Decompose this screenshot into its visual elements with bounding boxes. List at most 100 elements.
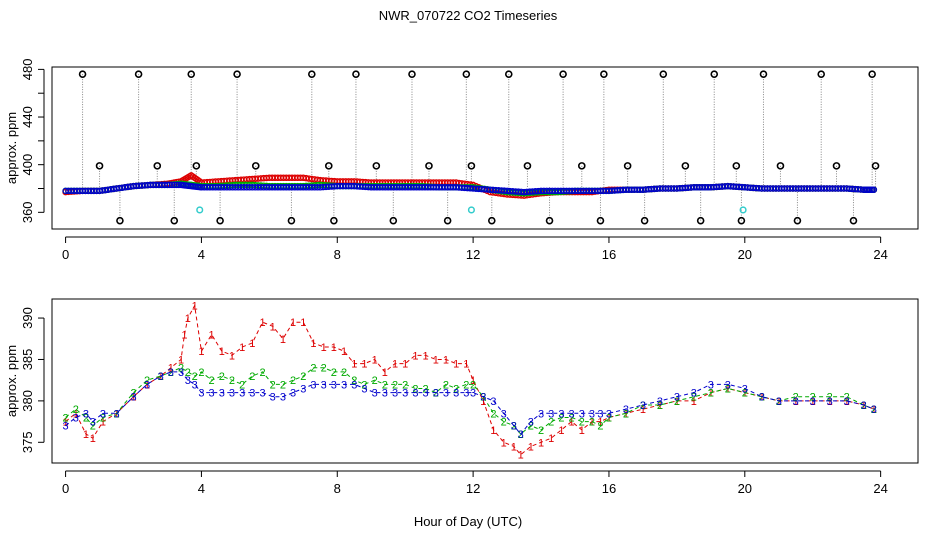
series-marker: 2 <box>290 375 296 387</box>
x-axis-label: Hour of Day (UTC) <box>413 514 523 529</box>
series-marker: 3 <box>130 392 136 404</box>
series-marker: 1 <box>219 346 225 358</box>
x-tick-label: 4 <box>198 247 205 262</box>
series-marker: 3 <box>871 404 877 416</box>
series-marker: 2 <box>300 371 306 383</box>
series-marker: 3 <box>158 371 164 383</box>
spike-point <box>487 216 496 225</box>
series-marker: 3 <box>249 388 255 400</box>
series-marker: 1 <box>742 388 748 400</box>
plot-area <box>62 70 880 225</box>
series-marker: 2 <box>742 388 748 400</box>
spike-point <box>504 70 513 78</box>
series-marker: 1 <box>113 408 119 420</box>
series-marker: 2 <box>63 412 69 424</box>
series-marker: 3 <box>372 388 378 400</box>
series-marker: 1 <box>372 354 378 366</box>
series-marker: 1 <box>158 371 164 383</box>
series-marker: 2 <box>640 400 646 412</box>
chart-title: NWR_070722 CO2 Timeseries <box>378 8 558 23</box>
series-marker: 2 <box>558 412 564 424</box>
series-marker: 3 <box>219 388 225 400</box>
spike-point <box>467 162 476 170</box>
series-marker: 3 <box>300 383 306 395</box>
series-marker: 1 <box>691 396 697 408</box>
data-point <box>870 186 878 193</box>
series-marker: 3 <box>402 388 408 400</box>
series-marker: 2 <box>871 404 877 416</box>
series-marker: 2 <box>569 412 575 424</box>
series-marker: 3 <box>168 367 174 379</box>
series-marker: 2 <box>725 383 731 395</box>
spike-point <box>408 70 416 78</box>
series-marker: 1 <box>178 354 184 366</box>
series-marker: 3 <box>490 396 496 408</box>
y-tick-label: 480 <box>20 59 35 81</box>
series-marker: 3 <box>229 388 235 400</box>
series-marker: 2 <box>480 392 486 404</box>
series-marker: 3 <box>589 408 595 420</box>
series-marker: 1 <box>810 396 816 408</box>
series-marker: 1 <box>501 437 507 449</box>
data-point <box>857 186 865 193</box>
series-marker: 3 <box>185 375 191 387</box>
series-marker: 2 <box>708 388 714 400</box>
series-marker: 2 <box>412 383 418 395</box>
series-marker: 1 <box>640 404 646 416</box>
x-tick-label: 24 <box>873 481 887 496</box>
series-marker: 2 <box>198 367 204 379</box>
series-marker: 2 <box>372 375 378 387</box>
series-marker: 3 <box>569 408 575 420</box>
spike-point <box>596 216 605 225</box>
series-marker: 3 <box>606 408 612 420</box>
series-marker: 3 <box>538 408 544 420</box>
data-point <box>168 181 176 189</box>
series-marker: 2 <box>691 392 697 404</box>
spike-point <box>817 70 826 78</box>
series-marker: 1 <box>657 400 663 412</box>
series-marker: 1 <box>181 330 187 342</box>
plot-frame <box>51 298 919 464</box>
series-marker: 1 <box>759 392 765 404</box>
x-tick-label: 12 <box>466 481 480 496</box>
series-marker: 1 <box>168 363 174 375</box>
series-marker: 3 <box>597 408 603 420</box>
series-marker: 1 <box>453 359 459 371</box>
spike-point <box>759 70 768 78</box>
series-marker: 3 <box>178 367 184 379</box>
series-marker: 1 <box>518 450 524 462</box>
x-tick-label: 0 <box>62 247 69 262</box>
series-marker: 1 <box>708 388 714 400</box>
spike-point <box>737 216 746 225</box>
series-marker: 3 <box>63 421 69 433</box>
series-marker: 3 <box>270 392 276 404</box>
series-line <box>65 304 875 456</box>
series-marker: 1 <box>185 313 191 325</box>
series-line <box>65 371 875 435</box>
series-marker: 1 <box>310 338 316 350</box>
y-tick-label: 385 <box>20 349 35 371</box>
spike-point <box>187 70 196 78</box>
series-marker: 1 <box>361 359 367 371</box>
series-marker: 1 <box>558 425 564 437</box>
series-marker: 3 <box>776 396 782 408</box>
series-marker: 2 <box>280 379 286 391</box>
spike-point <box>307 70 316 78</box>
series-marker: 1 <box>83 429 89 441</box>
series-marker: 2 <box>209 375 215 387</box>
series-marker: 3 <box>310 379 316 391</box>
series-marker: 1 <box>73 408 79 420</box>
series-marker: 3 <box>341 379 347 391</box>
panel-1: 0 4 8 12 16 20 24 360 400 440 480 approx. ppm <box>4 59 919 262</box>
series-marker: 1 <box>300 317 306 329</box>
series-marker: 2 <box>219 371 225 383</box>
spike-point <box>559 70 567 78</box>
data-point <box>166 181 173 189</box>
series-marker: 3 <box>331 379 337 391</box>
series-marker: 1 <box>90 433 96 445</box>
y-tick-label: 380 <box>20 390 35 412</box>
spike-point <box>216 216 224 225</box>
spike-point <box>868 70 876 78</box>
